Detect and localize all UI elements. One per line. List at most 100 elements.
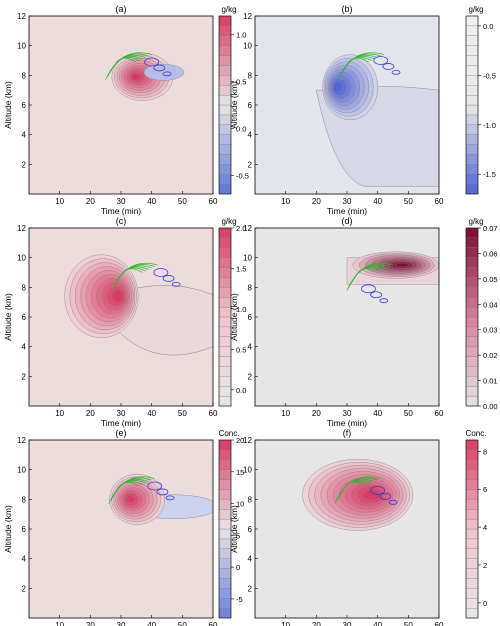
colorbar-segment (465, 588, 479, 599)
x-tick-label: 20 (312, 409, 321, 418)
colorbar-segment (465, 356, 479, 367)
x-tick-label: 30 (343, 409, 352, 418)
x-tick-label: 40 (147, 197, 156, 206)
panel-0: (a) 10 20 30 40 50 60 2 4 6 8 10 12 Time (min) Altitud… (3, 4, 249, 216)
blue-contour (156, 488, 169, 496)
y-tick-label: 6 (22, 101, 27, 110)
x-tick-label: 30 (343, 197, 352, 206)
x-tick-label: 60 (435, 197, 444, 206)
colorbar-segment (465, 164, 479, 175)
colorbar-segment (218, 247, 232, 258)
colorbar-segment (218, 267, 232, 278)
colorbar-segment (465, 316, 479, 328)
colorbar-segment (218, 134, 232, 145)
colorbar-segment (465, 479, 479, 490)
y-tick-label: 10 (17, 466, 26, 475)
colorbar-segment (465, 104, 479, 116)
colorbar-segment (465, 124, 479, 135)
y-tick-label: 8 (22, 71, 27, 80)
x-tick-label: 20 (86, 197, 95, 206)
colorbar-segment (465, 94, 479, 106)
panel-1: (b) 10 20 30 40 50 60 2 4 6 8 10 12 Time (min) Altitud… (229, 4, 496, 216)
colorbar-segment (465, 75, 479, 86)
colorbar-segment (465, 499, 479, 510)
x-tick-label: 40 (147, 621, 156, 626)
y-tick-label: 4 (22, 343, 27, 352)
colorbar-tick-label: 0.03 (483, 326, 498, 335)
x-tick-label: 20 (86, 409, 95, 418)
blue-contour (370, 291, 383, 299)
colorbar-segment (218, 459, 232, 470)
y-tick-label: 4 (248, 343, 253, 352)
y-tick-label: 12 (243, 224, 252, 233)
colorbar-segment (465, 287, 479, 298)
blue-contour (162, 275, 175, 282)
colorbar-segment (465, 346, 479, 357)
colorbar-segment (465, 247, 479, 258)
panel-2: (c) 10 20 30 40 50 60 2 4 6 8 10 12 Time (min) Altitud… (3, 216, 246, 428)
contour-fill (333, 82, 343, 93)
colorbar-segment (465, 439, 479, 451)
panel-title: (d) (342, 216, 353, 226)
colorbar-tick-label: 2 (483, 561, 487, 570)
colorbar-segment (465, 376, 479, 387)
colorbar-segment (465, 538, 479, 549)
x-tick-label: 50 (404, 409, 413, 418)
colorbar-tick-label: 0.00 (483, 402, 498, 411)
x-axis-label: Time (min) (101, 418, 141, 428)
colorbar-segment (465, 114, 479, 125)
colorbar-tick-label: 0.0 (236, 124, 246, 133)
green-contour (343, 481, 366, 490)
colorbar-segment (218, 144, 232, 155)
colorbar-segment (465, 45, 479, 56)
plot-area (29, 440, 213, 618)
y-tick-label: 10 (243, 42, 252, 51)
green-contour (120, 268, 143, 276)
colorbar-segment (465, 607, 479, 619)
colorbar-segment (218, 35, 232, 46)
colorbar-tick-label: 1.0 (236, 31, 246, 40)
colorbar-segment (465, 326, 479, 337)
colorbar-segment (465, 277, 479, 288)
blue-contour (382, 63, 395, 70)
colorbar-tick-label: -1.0 (483, 121, 496, 130)
green-contour (117, 481, 140, 490)
colorbar-tick-label: -5 (236, 595, 243, 604)
colorbar-unit: g/kg (221, 217, 236, 226)
x-tick-label: 50 (404, 197, 413, 206)
y-tick-label: 8 (22, 283, 27, 292)
panel-title: (f) (343, 428, 352, 438)
colorbar-tick-label: 1.5 (236, 264, 246, 273)
contour-fill (363, 489, 381, 501)
y-tick-label: 12 (17, 12, 26, 21)
colorbar-segment (465, 25, 479, 36)
colorbar-segment (465, 183, 479, 195)
x-tick-label: 50 (178, 621, 187, 626)
x-tick-label: 40 (373, 409, 382, 418)
y-tick-label: 2 (248, 160, 253, 169)
colorbar-segment (465, 548, 479, 559)
y-tick-label: 8 (248, 283, 253, 292)
colorbar-segment (465, 257, 479, 268)
colorbar-tick-label: 5 (236, 531, 240, 540)
x-tick-label: 30 (117, 197, 126, 206)
colorbar-segment (218, 45, 232, 56)
colorbar-unit: Conc. (466, 429, 487, 438)
colorbar-tick-label: 20 (236, 436, 244, 445)
colorbar-segment (218, 489, 232, 500)
contour-fill (112, 289, 124, 303)
blue-contour (162, 71, 172, 77)
x-tick-label: 20 (86, 621, 95, 626)
colorbar-tick-label: 10 (236, 500, 244, 509)
colorbar-segment (465, 15, 479, 27)
y-tick-label: 6 (248, 313, 253, 322)
colorbar-segment (218, 227, 232, 239)
contour-fill (395, 262, 409, 268)
blue-contour (144, 57, 160, 67)
y-tick-label: 10 (243, 254, 252, 263)
y-tick-label: 6 (248, 525, 253, 534)
blue-contour (391, 69, 401, 75)
colorbar-segment (465, 297, 479, 308)
